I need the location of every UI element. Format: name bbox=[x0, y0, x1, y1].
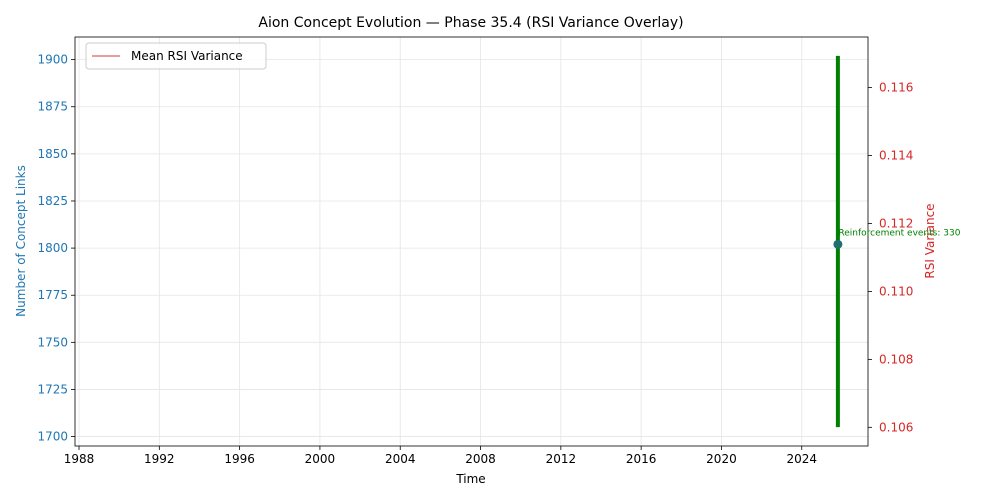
x-tick-label: 2024 bbox=[786, 452, 817, 466]
y-right-tick-label: 0.112 bbox=[879, 216, 913, 230]
legend: Mean RSI Variance bbox=[85, 42, 267, 70]
y-left-tick-label: 1725 bbox=[37, 382, 68, 396]
concept-links-point bbox=[833, 239, 843, 249]
annotation-reinforcement-events: Reinforcement events: 330 bbox=[838, 228, 960, 238]
y-right-tick-label: 0.110 bbox=[879, 284, 913, 298]
x-tick-label: 1996 bbox=[224, 452, 255, 466]
data-layer bbox=[833, 55, 843, 428]
x-tick-label: 2012 bbox=[546, 452, 577, 466]
grid-layer bbox=[75, 37, 868, 446]
y-right-tick-label: 0.114 bbox=[879, 149, 913, 163]
x-tick-label: 2000 bbox=[305, 452, 336, 466]
x-tick-label: 1992 bbox=[144, 452, 175, 466]
y-left-tick-label: 1825 bbox=[37, 194, 68, 208]
x-tick-label: 1988 bbox=[64, 452, 95, 466]
axis-layer: 1988 1992 1996 2000 2004 2008 2012 2016 2020 2024… bbox=[37, 53, 913, 466]
x-tick-label: 2008 bbox=[465, 452, 496, 466]
x-tick-label: 2020 bbox=[706, 452, 737, 466]
legend-label-mean-rsi-variance: Mean RSI Variance bbox=[131, 49, 243, 63]
x-axis-label: Time bbox=[455, 472, 485, 486]
y-right-tick-label: 0.106 bbox=[879, 420, 913, 434]
y-left-tick-label: 1800 bbox=[37, 241, 68, 255]
y-axis-left-label: Number of Concept Links bbox=[14, 165, 28, 317]
y-left-tick-label: 1750 bbox=[37, 335, 68, 349]
y-right-tick-label: 0.108 bbox=[879, 352, 913, 366]
x-tick-label: 2016 bbox=[626, 452, 657, 466]
x-tick-label: 2004 bbox=[385, 452, 416, 466]
y-left-tick-label: 1775 bbox=[37, 288, 68, 302]
legend-box bbox=[85, 42, 267, 70]
y-left-tick-label: 1850 bbox=[37, 147, 68, 161]
plot-frame bbox=[74, 36, 869, 447]
y-left-tick-label: 1700 bbox=[37, 430, 68, 444]
y-right-tick-label: 0.116 bbox=[879, 81, 913, 95]
y-axis-right-label: RSI Variance bbox=[923, 203, 937, 278]
y-left-tick-label: 1875 bbox=[37, 100, 68, 114]
y-left-tick-label: 1900 bbox=[37, 53, 68, 67]
chart-title: Aion Concept Evolution — Phase 35.4 (RSI… bbox=[258, 15, 683, 31]
